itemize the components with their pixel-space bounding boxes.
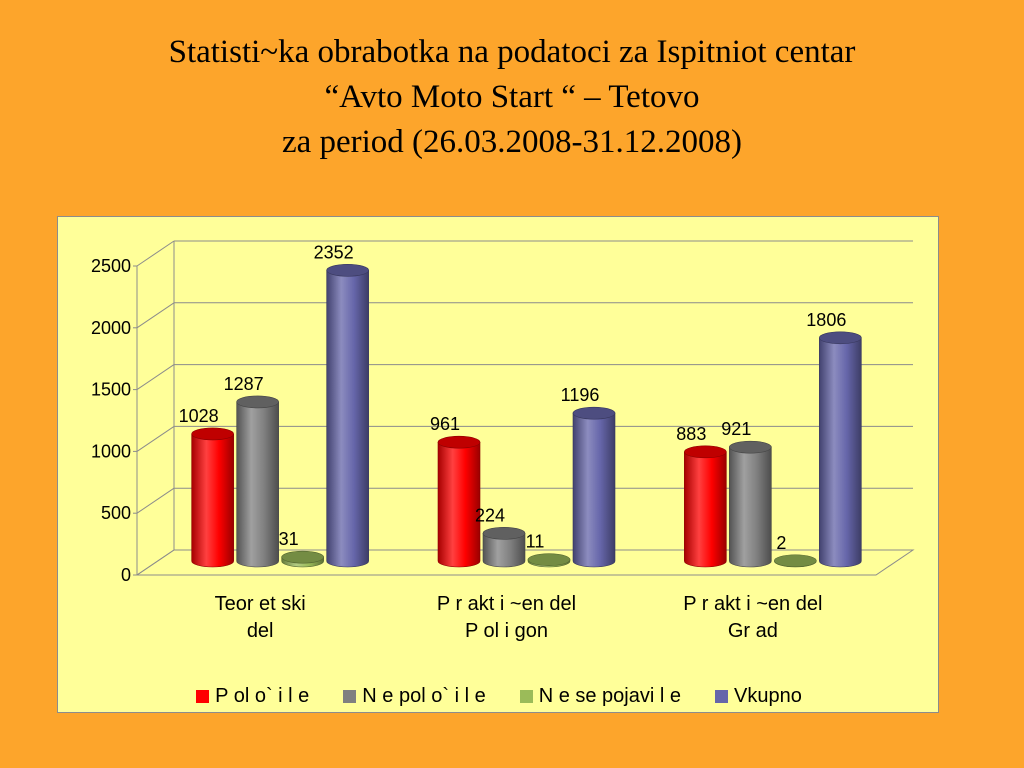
- bar: [729, 440, 772, 568]
- bar: [281, 550, 324, 568]
- bar-body: [437, 441, 481, 568]
- data-label: 921: [721, 419, 751, 439]
- data-label: 1806: [806, 310, 846, 330]
- category-label: P ol i gon: [465, 620, 548, 642]
- y-tick-label: 0: [121, 565, 131, 585]
- legend-item-vkupno: Vkupno: [714, 685, 802, 708]
- bar-body: [572, 412, 616, 568]
- y-tick-label: 1000: [91, 441, 131, 461]
- legend-item-nepolozile: N e pol o` i l e: [343, 685, 486, 708]
- bar: [527, 553, 571, 568]
- bar-body: [191, 433, 234, 568]
- bar-top: [684, 445, 727, 459]
- bar-top: [482, 527, 526, 540]
- bar-top: [527, 553, 571, 566]
- legend-label-vkupno: Vkupno: [733, 685, 802, 707]
- category-label: P r akt i ~en del: [437, 593, 576, 615]
- y-tick-label: 500: [101, 503, 131, 523]
- bar: [236, 395, 279, 568]
- gridline-depth: [136, 487, 175, 514]
- data-label: 1287: [224, 374, 264, 394]
- data-label: 1028: [179, 406, 219, 426]
- bar: [684, 445, 727, 568]
- data-label: 961: [430, 414, 460, 434]
- slide-title: Statisti~ka obrabotka na podatoci za Isp…: [0, 30, 1024, 165]
- data-label: 11: [526, 532, 545, 552]
- y-tick-label: 2500: [91, 256, 131, 276]
- data-label: 31: [279, 529, 299, 549]
- legend-item-nesepojavile: N e se pojavi l e: [519, 685, 681, 708]
- legend-swatch-nepolozile: [343, 690, 357, 703]
- legend-swatch-vkupno: [714, 690, 728, 703]
- gridline-depth: [136, 240, 175, 267]
- bar: [437, 435, 481, 568]
- title-line-2: “Avto Moto Start “ – Tetovo: [324, 79, 700, 115]
- bar: [326, 263, 369, 568]
- data-label: 224: [475, 505, 505, 525]
- bar-body: [819, 337, 862, 568]
- bar-top: [819, 331, 862, 345]
- bar-top: [236, 395, 279, 409]
- legend-swatch-nesepojavile: [519, 690, 533, 703]
- title-line-3: za period (26.03.2008-31.12.2008): [281, 124, 743, 160]
- chart-legend: P ol o` i l e N e pol o` i l e N e se po…: [58, 685, 940, 708]
- bar-top: [281, 550, 324, 564]
- legend-label-nepolozile: N e pol o` i l e: [362, 685, 486, 707]
- data-label: 883: [676, 424, 706, 444]
- bar-body: [729, 446, 772, 568]
- bar: [819, 331, 862, 568]
- data-label: 1196: [561, 385, 600, 405]
- y-tick-label: 1500: [91, 380, 131, 400]
- bar-top: [774, 554, 817, 568]
- bar-top: [729, 440, 772, 454]
- bar-top: [191, 427, 234, 441]
- gridline-depth: [136, 364, 175, 391]
- bar: [482, 527, 526, 568]
- bar: [572, 406, 616, 568]
- bar-body: [684, 451, 727, 568]
- legend-label-polozile: P ol o` i l e: [215, 685, 310, 707]
- gridline-depth: [136, 425, 175, 452]
- category-label: Gr ad: [728, 620, 778, 642]
- category-label: Teor et ski: [215, 593, 306, 615]
- y-tick-label: 2000: [91, 318, 131, 338]
- data-label: 2352: [314, 242, 354, 262]
- data-label: 2: [776, 533, 786, 553]
- legend-label-nesepojavile: N e se pojavi l e: [538, 685, 681, 707]
- bar-body: [236, 401, 279, 568]
- chart-area: 0 500 1000 1500 2000 2500 Teor et ski del P r ak…: [57, 216, 939, 713]
- bar: [191, 427, 234, 568]
- category-label: del: [247, 620, 274, 642]
- bar-top: [326, 263, 369, 277]
- title-line-1: Statisti~ka obrabotka na podatoci za Isp…: [168, 34, 856, 70]
- chart-floor: [135, 549, 915, 576]
- bar-body: [326, 269, 369, 568]
- bar-chart: 0 500 1000 1500 2000 2500 Teor et ski del P r ak…: [91, 240, 915, 642]
- gridline-depth: [136, 302, 175, 329]
- bar: [774, 554, 817, 568]
- bar-top: [437, 435, 481, 449]
- legend-item-polozile: P ol o` i l e: [196, 685, 309, 708]
- bar-top: [572, 406, 616, 420]
- bar-body: [482, 533, 526, 568]
- legend-swatch-polozile: [196, 690, 210, 703]
- category-label: P r akt i ~en del: [683, 593, 822, 615]
